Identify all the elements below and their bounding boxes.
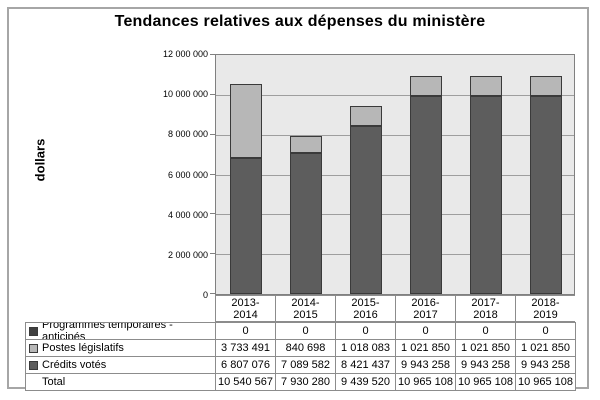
value-cell: 9 943 258	[396, 357, 456, 374]
row-label-cell: Programmes temporaires - anticipés	[26, 323, 216, 340]
value-cell: 1 021 850	[396, 340, 456, 357]
y-tick-label: 2 000 000	[167, 249, 208, 260]
category-cell: 2018- 2019	[515, 295, 575, 322]
y-axis: 12 000 000 10 000 000 8 000 000 6 000 000 4 …	[130, 49, 208, 300]
y-tick-label: 10 000 000	[162, 89, 208, 100]
row-label: Programmes temporaires - anticipés	[42, 323, 173, 340]
gridline	[216, 134, 574, 136]
legend-marker-icon	[29, 326, 38, 336]
value-cell: 9 439 520	[336, 374, 396, 391]
value-cell: 840 698	[276, 340, 336, 357]
value-cell: 8 421 437	[336, 357, 396, 374]
value-cell: 0	[276, 323, 336, 340]
value-cell: 0	[216, 323, 276, 340]
x-axis-category-row: 2013- 2014 2014- 2015 2015- 2016 2016- 2017…	[215, 295, 575, 322]
value-cell: 1 021 850	[456, 340, 516, 357]
bar-segment	[410, 75, 442, 96]
gridline	[216, 174, 574, 176]
y-tick-label: 6 000 000	[167, 169, 208, 180]
value-cell: 6 807 076	[216, 357, 276, 374]
y-tick-label: 0	[202, 290, 208, 300]
bar-segment	[290, 152, 322, 294]
category-cell: 2017- 2018	[455, 295, 515, 322]
gridline	[216, 214, 574, 216]
y-axis-title: dollars	[32, 138, 48, 182]
category-cell: 2013- 2014	[215, 295, 275, 322]
bar-segment	[470, 95, 502, 294]
bar-segment	[290, 136, 322, 153]
category-cell: 2014- 2015	[275, 295, 335, 322]
y-tick-label: 8 000 000	[167, 129, 208, 140]
y-tick-mark	[210, 54, 215, 55]
bar-segment	[350, 106, 382, 127]
value-cell: 10 965 108	[516, 374, 576, 391]
row-label-cell: Postes législatifs	[26, 340, 216, 357]
row-label: Postes législatifs	[42, 342, 124, 354]
plot-area	[210, 54, 575, 295]
bar-segment	[530, 95, 562, 294]
y-tick-mark	[210, 133, 215, 135]
value-cell: 10 965 108	[456, 374, 516, 391]
value-cell: 1 021 850	[516, 340, 576, 357]
y-tick-mark	[210, 93, 215, 95]
row-label-cell: Crédits votés	[26, 357, 216, 374]
chart-title: Tendances relatives aux dépenses du mini…	[114, 13, 486, 30]
value-cell: 7 089 582	[276, 357, 336, 374]
value-cell: 0	[456, 323, 516, 340]
legend-marker-icon	[29, 343, 38, 353]
bar-segment	[410, 95, 442, 294]
value-cell: 0	[516, 323, 576, 340]
bar-segment	[350, 126, 382, 294]
value-cell: 9 943 258	[456, 357, 516, 374]
gridline	[216, 94, 574, 96]
value-cell: 3 733 491	[216, 340, 276, 357]
bar-segment	[470, 75, 502, 96]
y-tick-mark	[210, 253, 215, 255]
value-cell: 9 943 258	[516, 357, 576, 374]
category-cell: 2015- 2016	[335, 295, 395, 322]
value-cell: 0	[336, 323, 396, 340]
value-cell: 7 930 280	[276, 374, 336, 391]
row-label: Total	[42, 376, 66, 388]
gridline	[216, 254, 574, 256]
data-table: Programmes temporaires - anticipés 0 0 0 0 0 0…	[25, 322, 576, 391]
value-cell: 10 540 567	[216, 374, 276, 391]
y-tick-mark	[210, 173, 215, 175]
y-tick-label: 12 000 000	[162, 49, 208, 59]
value-cell: 10 965 108	[396, 374, 456, 391]
row-label: Crédits votés	[42, 359, 107, 371]
value-cell: 1 018 083	[336, 340, 396, 357]
y-tick-mark	[210, 213, 215, 215]
bar-segment	[230, 158, 262, 294]
y-tick-label: 4 000 000	[167, 209, 208, 220]
row-label-cell: Total	[26, 374, 216, 391]
value-cell: 0	[396, 323, 456, 340]
bar-segment	[530, 75, 562, 96]
legend-marker-icon	[29, 360, 38, 370]
y-tick-mark	[210, 293, 215, 294]
category-cell: 2016- 2017	[395, 295, 455, 322]
bar-segment	[230, 84, 262, 159]
